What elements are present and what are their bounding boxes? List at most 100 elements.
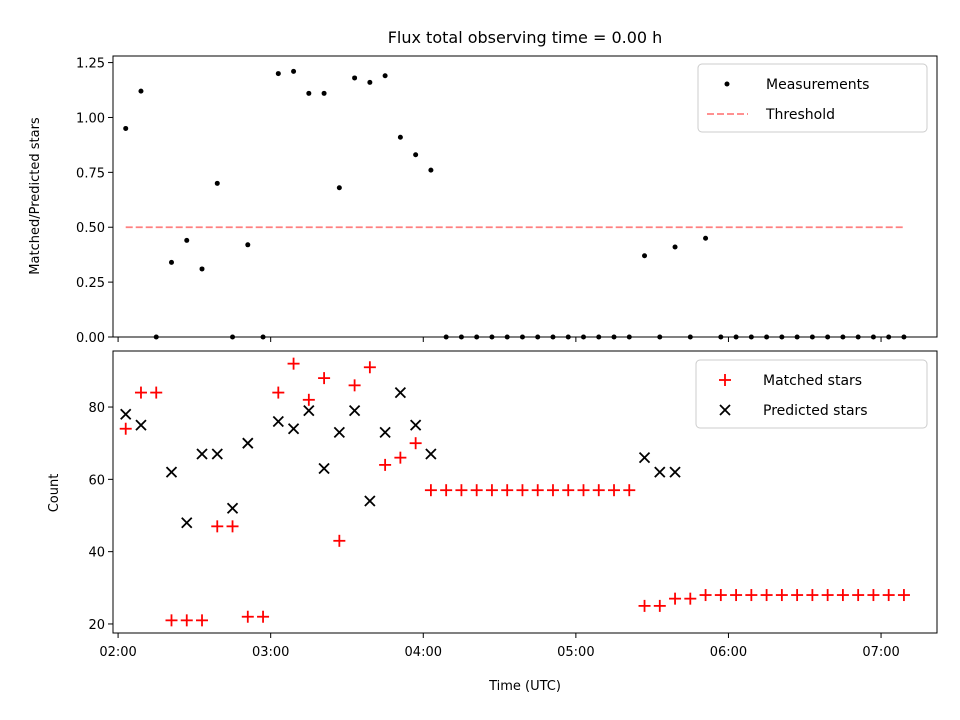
legend-measurements-label: Measurements <box>766 77 869 93</box>
matched-star-marker <box>440 484 453 497</box>
predicted-star-stroke-b <box>303 405 315 417</box>
measurement-point <box>123 125 129 131</box>
predicted-star-marker <box>242 437 254 449</box>
predicted-star-stroke-b <box>654 466 666 478</box>
matched-star-marker <box>592 484 605 497</box>
legend-matched-marker <box>719 374 731 386</box>
predicted-star-stroke-b <box>394 386 407 399</box>
top-y-axis-label: Matched/Predicted stars <box>28 117 43 275</box>
measurement-point <box>352 75 358 81</box>
predicted-star-marker <box>669 466 681 478</box>
bottom-x-tick-label: 04:00 <box>405 645 442 660</box>
predicted-star-marker <box>394 386 407 399</box>
bottom-y-tick-label: 80 <box>88 401 105 416</box>
top-y-tick-label: 0.75 <box>76 166 105 181</box>
matched-star-marker <box>409 437 422 450</box>
measurement-point <box>138 88 144 94</box>
matched-star-marker <box>318 372 331 385</box>
predicted-star-marker <box>425 448 437 460</box>
predicted-stars-series <box>120 386 681 529</box>
measurement-point <box>199 266 205 272</box>
predicted-star-marker <box>379 426 391 438</box>
predicted-star-stroke-b <box>181 517 193 529</box>
predicted-star-stroke-b <box>287 423 300 435</box>
matched-star-marker <box>638 599 651 612</box>
bottom-x-tick-label: 06:00 <box>710 645 747 660</box>
measurement-point <box>321 90 327 96</box>
top-y-ticks: 0.00 0.25 0.50 0.75 1.00 1.25 <box>76 57 113 346</box>
measurement-point <box>397 134 403 140</box>
predicted-star-stroke-b <box>638 452 651 464</box>
matched-star-marker <box>791 589 804 602</box>
top-y-tick-label: 0.25 <box>76 276 105 291</box>
predicted-star-stroke-b <box>196 448 208 460</box>
matched-star-marker <box>180 614 193 627</box>
matched-star-marker <box>867 589 880 602</box>
bottom-x-tick-label: 03:00 <box>252 645 289 660</box>
matched-star-marker <box>546 484 559 497</box>
matched-star-marker <box>531 484 544 497</box>
predicted-star-stroke-b <box>211 448 223 460</box>
measurement-point <box>413 152 419 158</box>
bottom-x-tick-label: 02:00 <box>99 645 136 660</box>
matched-star-marker <box>623 484 636 497</box>
predicted-star-marker <box>287 423 300 435</box>
matched-star-marker <box>699 589 712 602</box>
predicted-star-stroke-b <box>669 466 681 478</box>
predicted-star-stroke-b <box>379 426 391 438</box>
measurement-point <box>245 242 251 248</box>
predicted-star-stroke-b <box>410 419 422 431</box>
bottom-y-tick-label: 60 <box>88 473 105 488</box>
predicted-star-marker <box>303 405 315 417</box>
matched-star-marker <box>882 589 895 602</box>
predicted-star-stroke-b <box>333 426 345 438</box>
predicted-star-stroke-b <box>120 408 132 420</box>
matched-star-marker <box>501 484 514 497</box>
measurement-point <box>428 167 434 173</box>
predicted-star-marker <box>120 408 132 420</box>
top-legend: Measurements Threshold <box>697 63 928 133</box>
measurement-point <box>168 259 174 265</box>
legend-predicted-label: Predicted stars <box>763 403 868 419</box>
measurement-point <box>642 253 648 259</box>
matched-star-marker <box>455 484 468 497</box>
legend-measurements-marker <box>724 81 730 87</box>
matched-star-marker <box>424 484 437 497</box>
top-plot-frame <box>112 55 938 338</box>
predicted-star-marker <box>333 426 345 438</box>
matched-star-marker <box>363 361 376 374</box>
matched-star-marker <box>897 589 910 602</box>
matched-star-marker <box>577 484 590 497</box>
matched-star-marker <box>333 534 346 547</box>
matched-star-marker <box>241 610 254 623</box>
matched-star-marker <box>226 520 239 533</box>
bottom-x-ticks: 02:00 03:00 04:00 05:00 06:00 07:00 <box>99 633 900 660</box>
predicted-star-marker <box>348 405 361 417</box>
matched-star-marker <box>714 589 727 602</box>
matched-star-marker <box>165 614 178 627</box>
matched-star-marker <box>562 484 575 497</box>
predicted-star-stroke-b <box>348 405 361 417</box>
top-y-tick-label: 0.00 <box>76 331 105 346</box>
matched-star-marker <box>653 599 666 612</box>
top-y-tick-label: 0.50 <box>76 221 105 236</box>
predicted-star-marker <box>196 448 208 460</box>
predicted-star-marker <box>654 466 666 478</box>
x-axis-label: Time (UTC) <box>488 679 561 694</box>
matched-star-marker <box>775 589 788 602</box>
predicted-star-marker <box>165 466 178 478</box>
matched-star-marker <box>287 357 300 370</box>
bottom-x-tick-label: 07:00 <box>862 645 899 660</box>
matched-star-marker <box>516 484 529 497</box>
legend-threshold-label: Threshold <box>765 107 835 123</box>
predicted-star-stroke-b <box>272 415 284 428</box>
predicted-star-marker <box>272 415 284 428</box>
predicted-star-marker <box>181 517 193 529</box>
predicted-star-stroke-b <box>165 466 178 478</box>
legend-matched-label: Matched stars <box>763 373 862 389</box>
measurement-point <box>703 235 709 241</box>
matched-star-marker <box>485 484 498 497</box>
predicted-star-stroke-b <box>242 437 254 449</box>
matched-star-marker <box>684 592 697 605</box>
